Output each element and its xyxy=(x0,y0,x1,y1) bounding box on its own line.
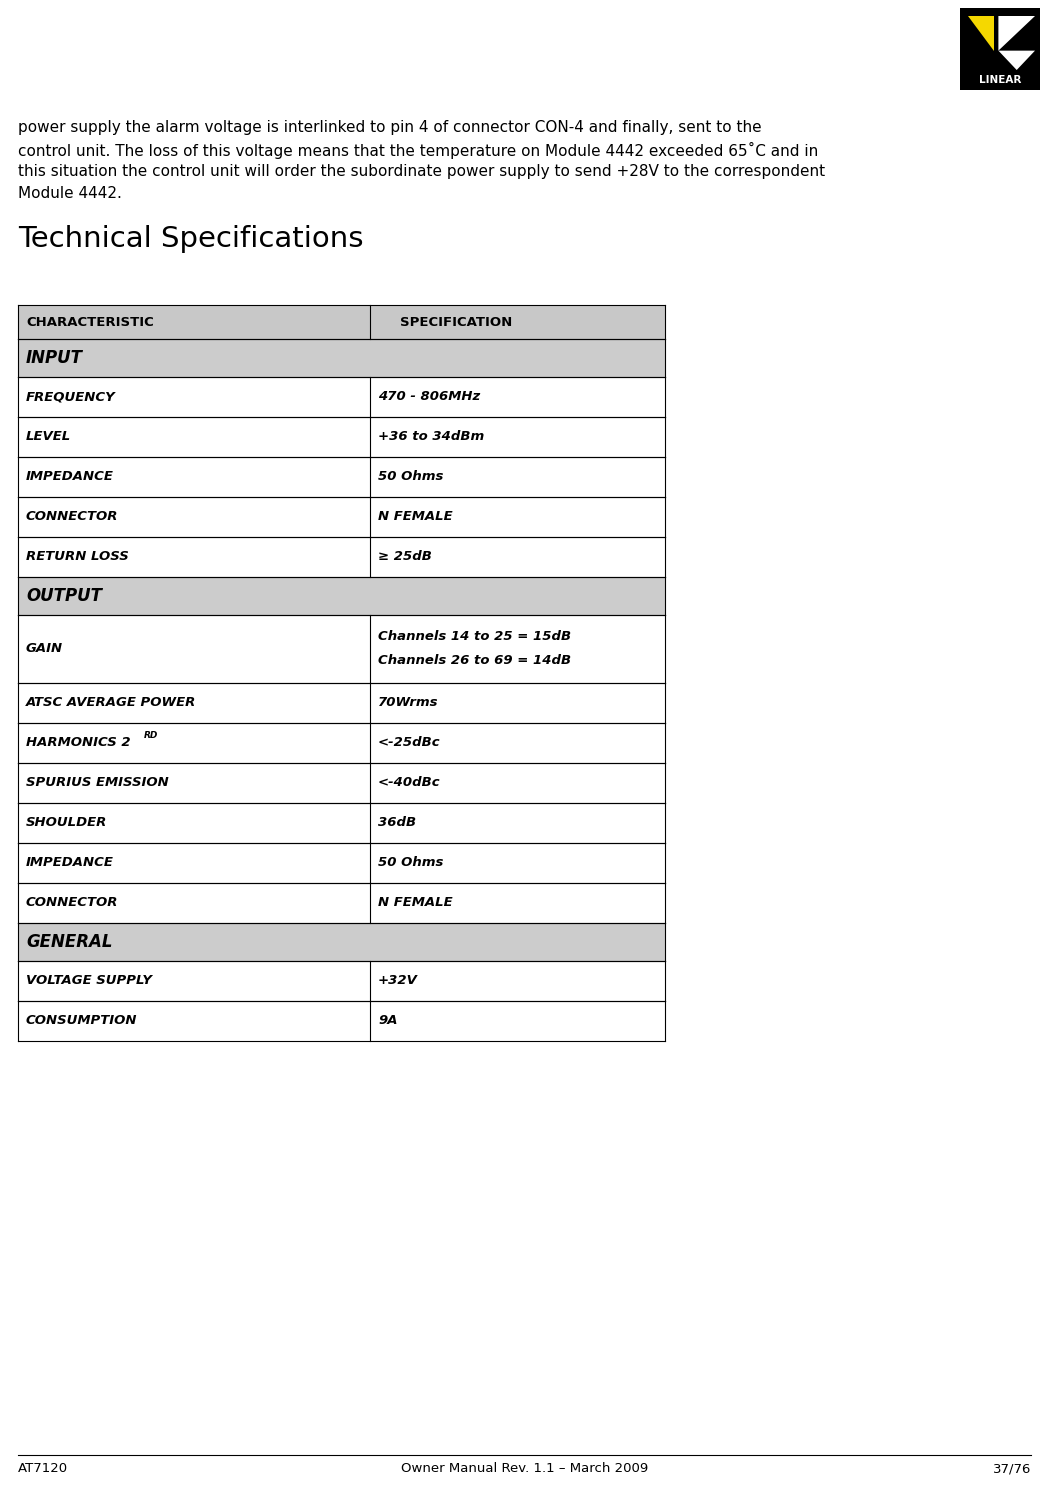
Text: 470 - 806MHz: 470 - 806MHz xyxy=(378,390,480,404)
Bar xyxy=(18,498,665,536)
Text: N FEMALE: N FEMALE xyxy=(378,897,452,909)
Bar xyxy=(18,843,665,884)
Polygon shape xyxy=(999,16,1035,51)
Text: SHOULDER: SHOULDER xyxy=(26,817,107,830)
Text: LEVEL: LEVEL xyxy=(26,431,71,444)
Text: power supply the alarm voltage is interlinked to pin 4 of connector CON-4 and fi: power supply the alarm voltage is interl… xyxy=(18,121,762,136)
Text: IMPEDANCE: IMPEDANCE xyxy=(26,471,114,483)
Text: this situation the control unit will order the subordinate power supply to send : this situation the control unit will ord… xyxy=(18,164,826,179)
Text: Technical Specifications: Technical Specifications xyxy=(18,225,364,253)
Text: CONNECTOR: CONNECTOR xyxy=(26,511,119,523)
Text: 36dB: 36dB xyxy=(378,817,416,830)
Text: 9A: 9A xyxy=(378,1015,398,1028)
Bar xyxy=(18,305,665,340)
Bar xyxy=(18,884,665,922)
Text: Owner Manual Rev. 1.1 – March 2009: Owner Manual Rev. 1.1 – March 2009 xyxy=(401,1462,648,1475)
Text: SPURIUS EMISSION: SPURIUS EMISSION xyxy=(26,776,169,790)
Bar xyxy=(18,1001,665,1042)
Text: 50 Ohms: 50 Ohms xyxy=(378,471,444,483)
Text: RD: RD xyxy=(144,732,158,741)
Polygon shape xyxy=(968,16,993,51)
Text: AT7120: AT7120 xyxy=(18,1462,68,1475)
Bar xyxy=(18,577,665,615)
Text: 70Wrms: 70Wrms xyxy=(378,696,438,709)
Text: RETURN LOSS: RETURN LOSS xyxy=(26,550,129,563)
Text: +32V: +32V xyxy=(378,974,418,988)
Text: LINEAR: LINEAR xyxy=(979,74,1021,85)
Text: FREQUENCY: FREQUENCY xyxy=(26,390,115,404)
Text: CONSUMPTION: CONSUMPTION xyxy=(26,1015,137,1028)
Text: HARMONICS 2: HARMONICS 2 xyxy=(26,736,131,749)
Text: INPUT: INPUT xyxy=(26,349,83,367)
Text: ≥ 25dB: ≥ 25dB xyxy=(378,550,432,563)
Text: VOLTAGE SUPPLY: VOLTAGE SUPPLY xyxy=(26,974,152,988)
Text: Channels 26 to 69 = 14dB: Channels 26 to 69 = 14dB xyxy=(378,654,571,668)
Text: <-40dBc: <-40dBc xyxy=(378,776,441,790)
Text: CONNECTOR: CONNECTOR xyxy=(26,897,119,909)
Text: Channels 14 to 25 = 15dB: Channels 14 to 25 = 15dB xyxy=(378,630,571,644)
Text: SPECIFICATION: SPECIFICATION xyxy=(400,316,512,328)
Text: CHARACTERISTIC: CHARACTERISTIC xyxy=(26,316,154,328)
Bar xyxy=(18,803,665,843)
Bar xyxy=(18,417,665,457)
Text: ATSC AVERAGE POWER: ATSC AVERAGE POWER xyxy=(26,696,196,709)
Text: IMPEDANCE: IMPEDANCE xyxy=(26,857,114,870)
Bar xyxy=(18,377,665,417)
Bar xyxy=(18,536,665,577)
Bar xyxy=(960,7,1040,89)
Text: GAIN: GAIN xyxy=(26,642,63,656)
Text: GENERAL: GENERAL xyxy=(26,933,112,951)
Text: +36 to 34dBm: +36 to 34dBm xyxy=(378,431,485,444)
Bar xyxy=(18,961,665,1001)
Bar xyxy=(18,457,665,498)
Polygon shape xyxy=(999,51,1035,70)
Bar xyxy=(18,340,665,377)
Bar xyxy=(18,682,665,723)
Text: N FEMALE: N FEMALE xyxy=(378,511,452,523)
Text: <-25dBc: <-25dBc xyxy=(378,736,441,749)
Text: 50 Ohms: 50 Ohms xyxy=(378,857,444,870)
Text: Module 4442.: Module 4442. xyxy=(18,186,122,201)
Bar xyxy=(18,723,665,763)
Bar xyxy=(18,763,665,803)
Bar xyxy=(18,615,665,682)
Bar xyxy=(18,922,665,961)
Text: OUTPUT: OUTPUT xyxy=(26,587,102,605)
Text: control unit. The loss of this voltage means that the temperature on Module 4442: control unit. The loss of this voltage m… xyxy=(18,142,818,159)
Text: 37/76: 37/76 xyxy=(992,1462,1031,1475)
